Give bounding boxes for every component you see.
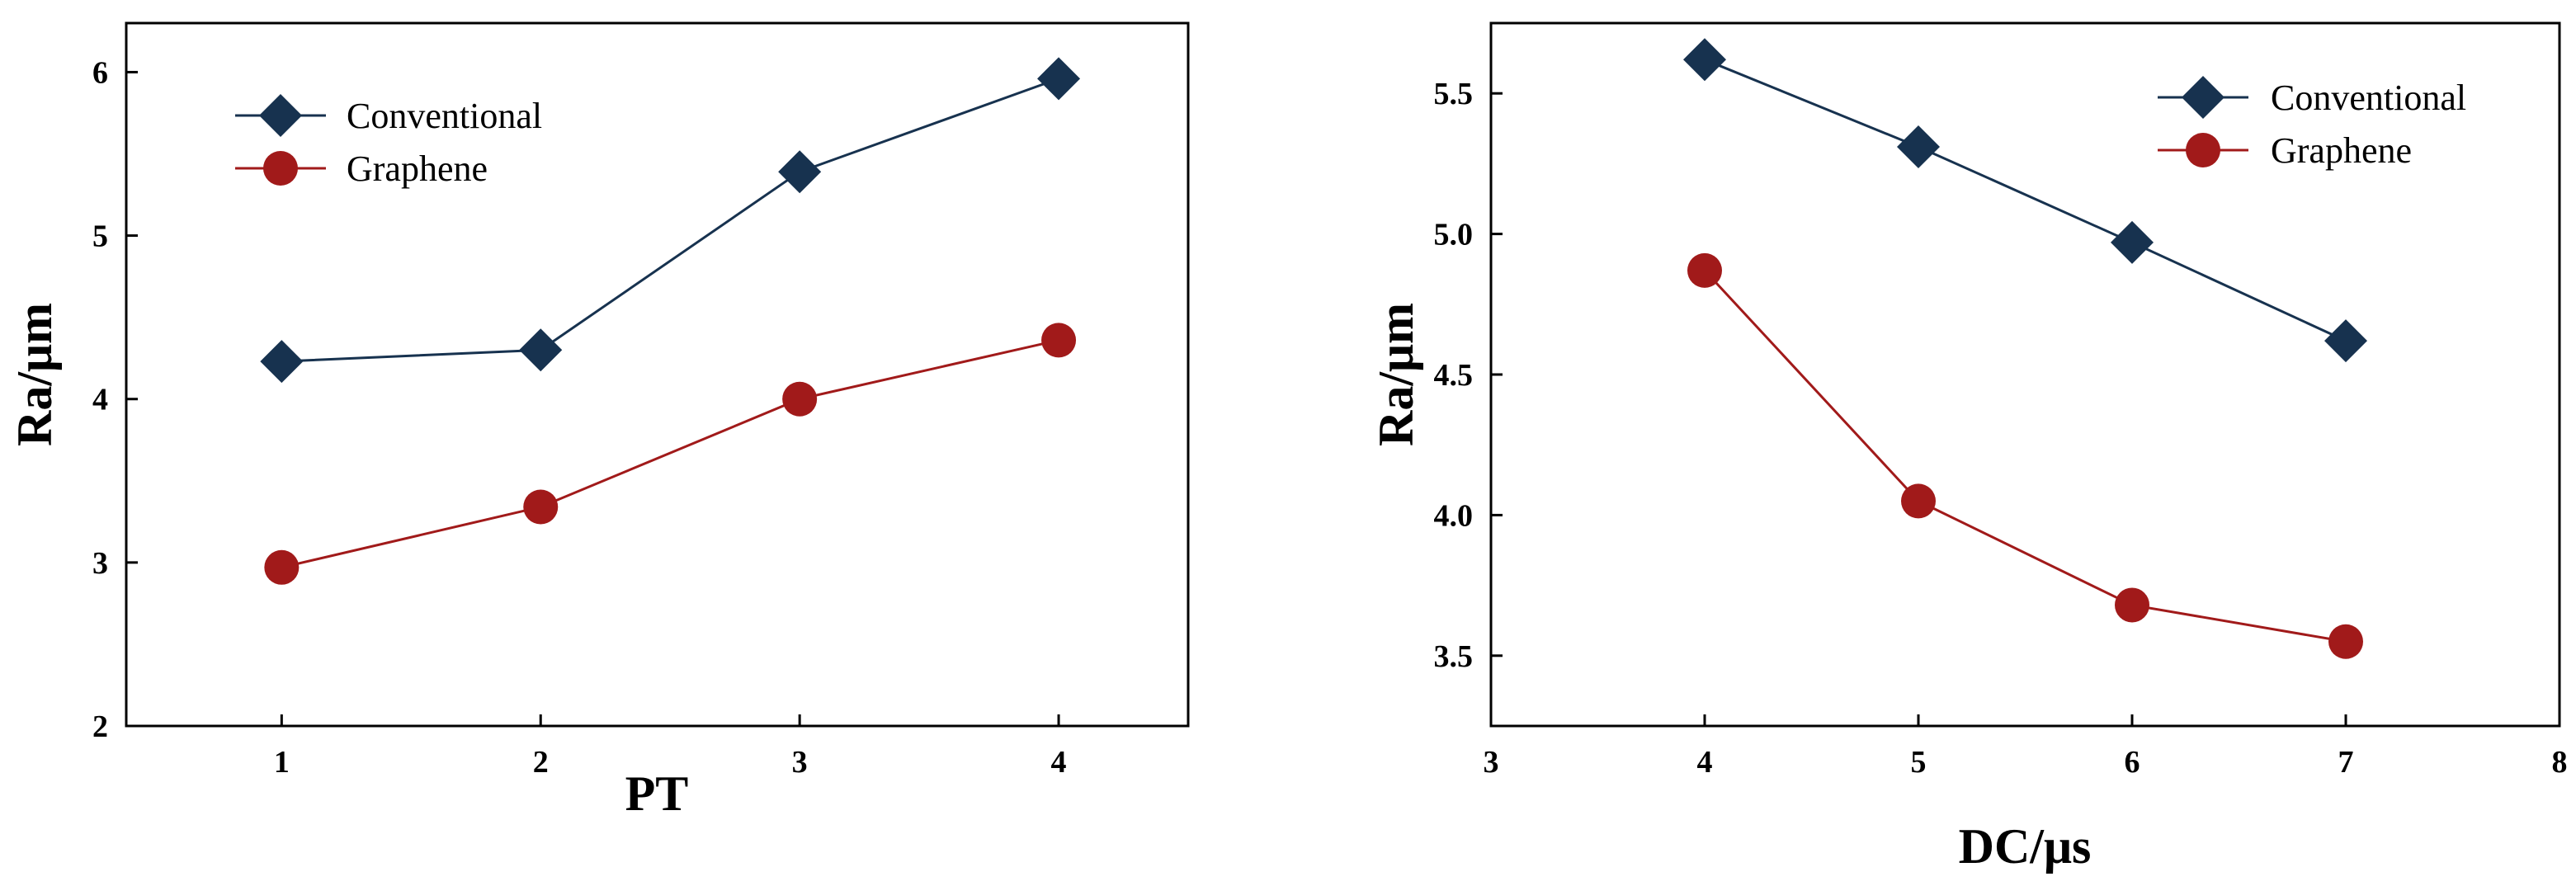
data-point-conventional — [1037, 57, 1081, 101]
chart-left-plot-frame — [125, 21, 1190, 728]
legend-marker-graphene — [263, 151, 298, 186]
chart-left-series — [260, 57, 1081, 585]
chart-left-y-axis-label: Ra/μm — [7, 303, 62, 446]
chart-left-ticks: 1 2 3 4 2 3 4 5 6 — [92, 55, 1067, 780]
series-line-graphene — [1703, 269, 2347, 643]
x-tick-label: 3 — [1484, 745, 1499, 780]
data-point-graphene — [782, 381, 818, 417]
x-tick-label: 3 — [792, 745, 808, 780]
y-tick-label: 5.0 — [1434, 218, 1474, 252]
data-point-conventional — [1683, 38, 1726, 82]
chart-right: 3 4 5 6 7 8 3.5 4.0 4.5 5.0 5.5 Conventional Graphe… — [1369, 21, 2568, 874]
legend-label-conventional: Conventional — [2271, 78, 2466, 118]
y-tick-label: 2 — [92, 709, 108, 744]
y-tick-label: 6 — [92, 55, 108, 90]
data-point-graphene — [1041, 323, 1077, 358]
chart-right-series — [1683, 38, 2367, 659]
chart-left: 1 2 3 4 2 3 4 5 6 Conventional Graphene PT Ra/μm — [7, 21, 1190, 821]
data-point-graphene — [523, 489, 559, 525]
x-tick-label: 4 — [1051, 745, 1067, 780]
chart-left-x-axis-label: PT — [625, 766, 689, 821]
x-tick-label: 5 — [1911, 745, 1927, 780]
y-tick-label: 4.0 — [1434, 498, 1474, 533]
series-line-conventional — [281, 77, 1059, 363]
x-tick-label: 8 — [2552, 745, 2568, 780]
data-point-conventional — [260, 340, 304, 384]
data-point-graphene — [264, 549, 300, 585]
legend-label-graphene: Graphene — [347, 148, 488, 189]
data-point-graphene — [2115, 587, 2149, 623]
chart-right-y-axis-label: Ra/μm — [1369, 303, 1423, 446]
data-point-graphene — [1687, 252, 1722, 288]
data-point-graphene — [2328, 624, 2363, 659]
chart-right-x-axis-label: DC/μs — [1959, 819, 2092, 874]
y-tick-label: 3.5 — [1434, 639, 1474, 674]
chart-right-legend: Conventional Graphene — [2158, 76, 2466, 171]
legend-marker-graphene — [2186, 133, 2220, 167]
y-tick-label: 3 — [92, 546, 108, 581]
data-point-graphene — [1901, 483, 1936, 519]
series-line-graphene — [281, 338, 1059, 569]
y-tick-label: 5.5 — [1434, 77, 1474, 111]
y-tick-label: 5 — [92, 219, 108, 254]
series-line-conventional — [1704, 58, 2347, 342]
x-tick-label: 2 — [533, 745, 549, 780]
legend-label-conventional: Conventional — [347, 96, 542, 136]
legend-label-graphene: Graphene — [2271, 130, 2412, 171]
data-point-conventional — [1897, 125, 1940, 168]
data-point-conventional — [2324, 319, 2367, 363]
legend-marker-conventional — [2182, 76, 2225, 119]
chart-right-ticks: 3 4 5 6 7 8 3.5 4.0 4.5 5.0 5.5 — [1434, 77, 2568, 780]
chart-left-legend: Conventional Graphene — [235, 94, 542, 189]
x-tick-label: 6 — [2125, 745, 2140, 780]
y-tick-label: 4 — [92, 383, 108, 417]
x-tick-label: 7 — [2338, 745, 2354, 780]
legend-marker-conventional — [259, 94, 302, 137]
x-tick-label: 1 — [274, 745, 290, 780]
data-point-conventional — [519, 328, 563, 372]
data-point-conventional — [2111, 220, 2154, 264]
y-tick-label: 4.5 — [1434, 358, 1474, 393]
data-point-conventional — [778, 150, 822, 194]
x-tick-label: 4 — [1697, 745, 1713, 780]
